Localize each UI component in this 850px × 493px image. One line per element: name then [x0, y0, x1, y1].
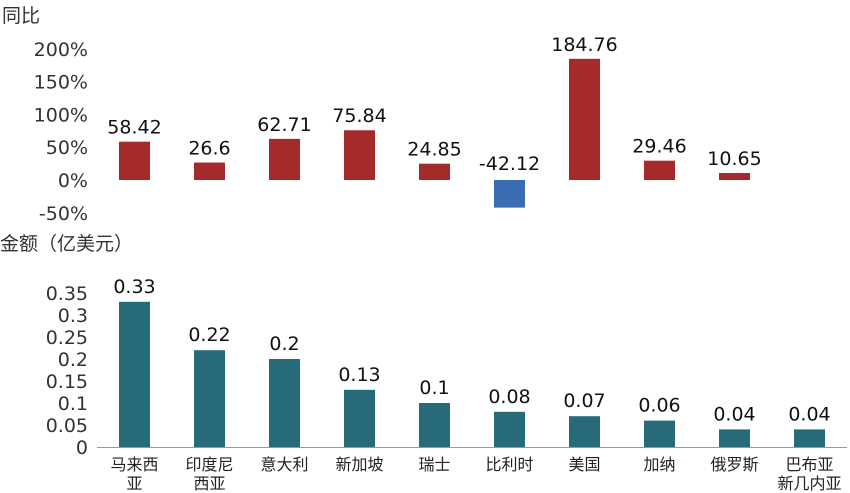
top-bar: [494, 180, 525, 208]
top-data-label: 75.84: [332, 105, 386, 127]
bottom-y-tick-label: 0.2: [58, 349, 88, 371]
bottom-data-label: 0.33: [113, 276, 155, 298]
category-label: 马来西亚: [110, 455, 158, 493]
bottom-data-label: 0.04: [713, 403, 755, 425]
top-bar: [269, 138, 300, 180]
top-bar: [344, 130, 375, 180]
top-data-label: 58.42: [107, 117, 161, 139]
bottom-bar: [494, 411, 525, 447]
bottom-y-tick-label: 0.25: [46, 327, 88, 349]
top-bar: [644, 160, 675, 180]
top-bar: [719, 173, 750, 180]
top-data-label: 184.76: [551, 34, 617, 56]
top-data-label: 26.6: [188, 138, 230, 160]
bottom-chart-unit-label: 金额（亿美元）: [0, 233, 133, 255]
bottom-y-tick-label: 0.35: [46, 283, 88, 305]
top-y-tick-label: 0%: [58, 170, 88, 192]
category-label: 瑞士: [418, 455, 450, 474]
top-chart-bars: [119, 58, 750, 208]
top-chart-data-labels: 58.42 26.6 62.71 75.84 24.85 -42.12 184.76 29.4…: [107, 34, 761, 175]
bottom-bar: [419, 403, 450, 447]
top-y-tick-label: 50%: [46, 137, 88, 159]
bottom-chart-y-axis: 0.350.30.250.20.150.10.050: [46, 283, 88, 459]
top-data-label: -42.12: [479, 153, 540, 175]
bottom-y-tick-label: 0.15: [46, 371, 88, 393]
bottom-data-label: 0.04: [788, 403, 830, 425]
bottom-data-label: 0.13: [338, 364, 380, 386]
top-data-label: 24.85: [407, 139, 461, 161]
bottom-bar: [719, 429, 750, 447]
category-label: 加纳: [643, 455, 675, 474]
top-y-tick-label: -50%: [39, 203, 88, 225]
bottom-y-tick-label: 0: [76, 437, 88, 459]
top-y-tick-label: 200%: [34, 39, 88, 61]
category-label: 俄罗斯: [710, 455, 758, 474]
bottom-y-tick-label: 0.3: [58, 305, 88, 327]
category-label: 比利时: [485, 455, 533, 474]
bottom-bar: [269, 359, 300, 447]
bottom-bar: [569, 416, 600, 447]
top-bar: [119, 141, 150, 180]
bottom-bar: [194, 350, 225, 447]
bottom-y-tick-label: 0.05: [46, 415, 88, 437]
bottom-data-label: 0.22: [188, 324, 230, 346]
category-label: 新加坡: [335, 455, 383, 474]
top-data-label: 62.71: [257, 114, 311, 136]
top-y-tick-label: 100%: [34, 104, 88, 126]
bottom-chart-bars: [119, 301, 825, 447]
category-label: 印度尼西亚: [185, 455, 233, 493]
bottom-bar: [344, 389, 375, 447]
top-data-label: 29.46: [632, 136, 686, 158]
bottom-data-label: 0.08: [488, 386, 530, 408]
bottom-data-label: 0.07: [563, 390, 605, 412]
bottom-bar: [794, 429, 825, 447]
bottom-y-tick-label: 0.1: [58, 393, 88, 415]
top-chart-unit-label: 同比: [2, 5, 40, 27]
top-bar: [419, 163, 450, 180]
category-label: 巴布亚新几内亚: [777, 455, 841, 493]
bottom-bar: [119, 301, 150, 447]
category-label: 美国: [568, 455, 600, 474]
top-bar: [194, 162, 225, 180]
top-bar: [569, 58, 600, 180]
bottom-data-label: 0.2: [269, 333, 299, 355]
bottom-chart-data-labels: 0.33 0.22 0.2 0.13 0.1 0.08 0.07 0.06 0.04 0.04: [113, 276, 830, 426]
bottom-data-label: 0.1: [419, 377, 449, 399]
bottom-data-label: 0.06: [638, 395, 680, 417]
category-label: 意大利: [260, 455, 308, 474]
top-chart-y-axis: 200% 150% 100% 50% 0% -50%: [34, 39, 88, 225]
bottom-bar: [644, 420, 675, 447]
top-y-tick-label: 150%: [34, 72, 88, 94]
top-data-label: 10.65: [707, 148, 761, 170]
